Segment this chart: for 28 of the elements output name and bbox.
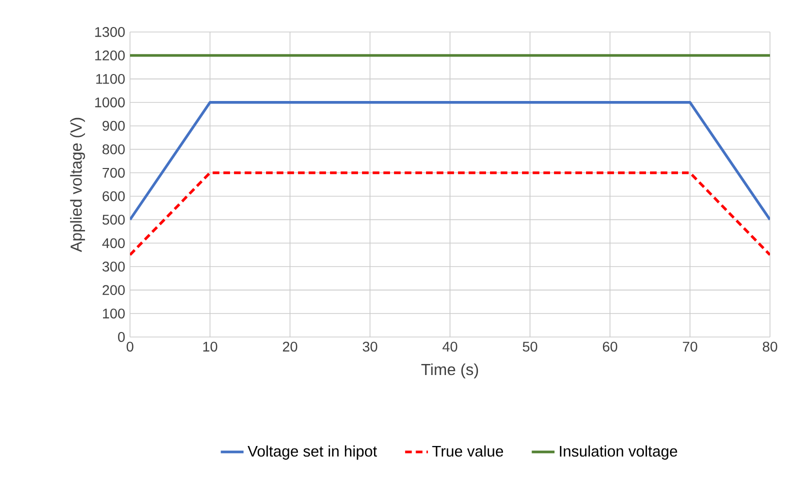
x-tick-label: 30 [362,342,378,352]
y-tick-label: 1200 [95,50,125,60]
x-tick-label: 50 [522,342,538,352]
y-tick-label: 300 [102,262,125,272]
y-tick-label: 1000 [95,97,125,108]
legend-label: Voltage set in hipot [248,445,377,460]
y-tick-label: 800 [102,144,125,154]
y-tick-label: 1100 [96,74,125,84]
y-tick-label: 500 [102,214,125,225]
y-tick-label: 1300 [95,27,125,37]
y-tick-label: 700 [102,168,125,178]
x-tick-label: 20 [282,342,298,352]
y-tick-label: 100 [103,308,125,318]
x-tick-label: 40 [442,342,458,352]
legend-label: True value [432,445,504,457]
legend-label: Insulation voltage [560,445,678,460]
x-tick-label: 60 [602,342,618,352]
y-tick-label: 0 [118,332,125,342]
y-tick-label: 600 [102,191,125,202]
x-tick-label: 0 [126,342,134,352]
y-tick-label: 400 [102,238,125,248]
y-tick-label: 200 [102,285,125,296]
x-tick-label: 80 [762,342,778,352]
x-tick-label: 70 [682,342,698,352]
y-tick-label: 900 [102,120,125,131]
x-tick-label: 10 [203,342,218,352]
x-axis-title: Time (s) [421,363,478,378]
y-axis-title: Applied voltage (V) [70,118,86,252]
